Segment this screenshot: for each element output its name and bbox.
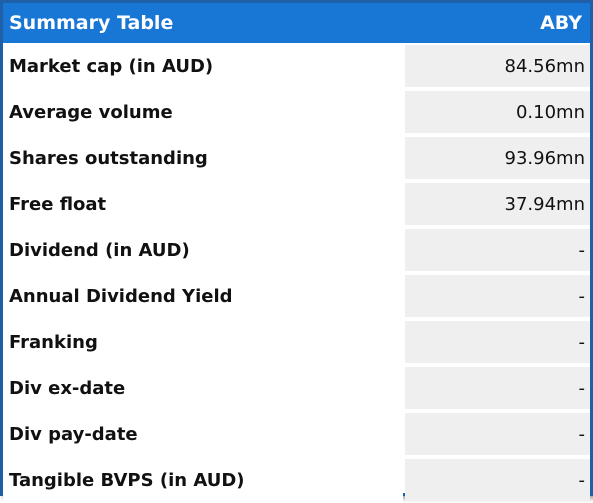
row-label: Div ex-date bbox=[3, 365, 403, 411]
table-row: Free float 37.94mn bbox=[3, 181, 590, 227]
row-label: Dividend (in AUD) bbox=[3, 227, 403, 273]
row-value: - bbox=[405, 321, 590, 363]
row-value: - bbox=[405, 229, 590, 271]
table-row: Div pay-date - bbox=[3, 411, 590, 457]
row-value: - bbox=[405, 459, 590, 501]
row-label: Free float bbox=[3, 181, 403, 227]
row-value: 93.96mn bbox=[405, 137, 590, 179]
table-row: Annual Dividend Yield - bbox=[3, 273, 590, 319]
table-body: Market cap (in AUD) 84.56mn Average volu… bbox=[3, 43, 590, 503]
table-header: Summary Table ABY bbox=[3, 3, 590, 43]
table-title: Summary Table bbox=[9, 12, 174, 34]
row-value: 84.56mn bbox=[405, 45, 590, 87]
table-row: Shares outstanding 93.96mn bbox=[3, 135, 590, 181]
table-row: Div ex-date - bbox=[3, 365, 590, 411]
row-label: Tangible BVPS (in AUD) bbox=[3, 457, 403, 503]
row-value: - bbox=[405, 413, 590, 455]
row-label: Average volume bbox=[3, 89, 403, 135]
ticker-label: ABY bbox=[540, 12, 582, 34]
row-label: Shares outstanding bbox=[3, 135, 403, 181]
table-row: Tangible BVPS (in AUD) - bbox=[3, 457, 590, 503]
row-label: Div pay-date bbox=[3, 411, 403, 457]
table-row: Average volume 0.10mn bbox=[3, 89, 590, 135]
row-label: Franking bbox=[3, 319, 403, 365]
row-label: Market cap (in AUD) bbox=[3, 43, 403, 89]
row-label: Annual Dividend Yield bbox=[3, 273, 403, 319]
table-row: Franking - bbox=[3, 319, 590, 365]
table-row: Market cap (in AUD) 84.56mn bbox=[3, 43, 590, 89]
row-value: 0.10mn bbox=[405, 91, 590, 133]
row-value: - bbox=[405, 275, 590, 317]
table-row: Dividend (in AUD) - bbox=[3, 227, 590, 273]
row-value: - bbox=[405, 367, 590, 409]
row-value: 37.94mn bbox=[405, 183, 590, 225]
